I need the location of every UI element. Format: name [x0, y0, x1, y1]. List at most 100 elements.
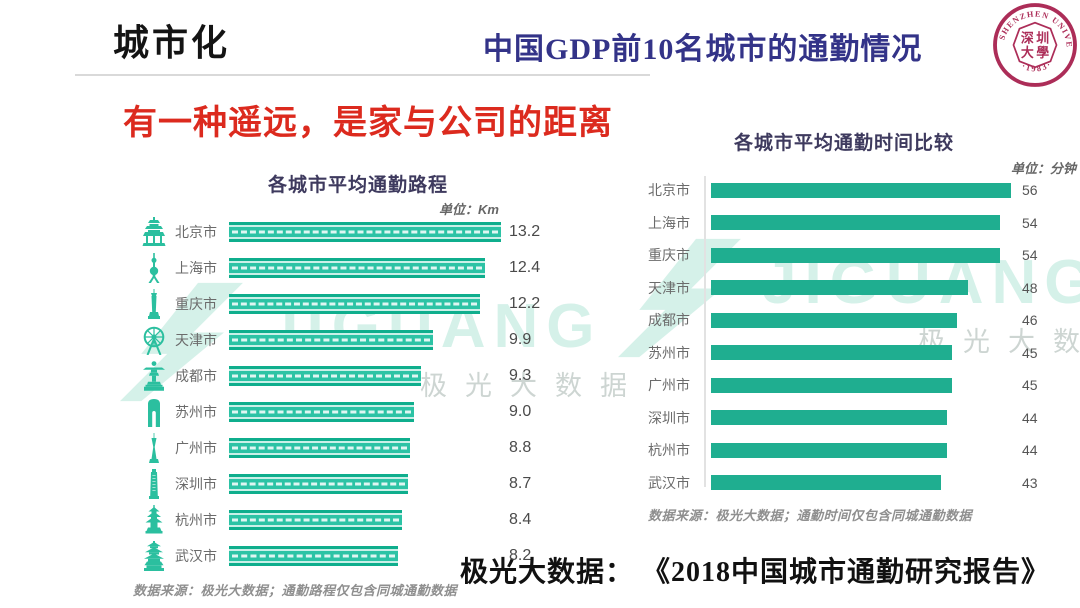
bar-track: [229, 366, 501, 386]
table-row: 重庆市 12.2: [133, 289, 583, 319]
report-caption: 极光大数据： 《2018中国城市通勤研究报告》: [459, 557, 1050, 588]
table-row: 成都市 9.3: [133, 361, 583, 391]
city-label: 重庆市: [175, 296, 217, 312]
distance-bar: [229, 546, 398, 566]
bar-value: 46: [1022, 312, 1038, 328]
beijing-temple-of-heaven-icon: [133, 217, 175, 247]
chart-rows: 北京市 13.2 上海市 12.4 重庆市 12.2 天津市 9.9: [133, 217, 583, 571]
city-label: 北京市: [648, 182, 690, 198]
city-label: 武汉市: [648, 474, 690, 491]
headline: 有一种遥远，是家与公司的距离: [123, 104, 613, 142]
city-label: 上海市: [175, 260, 217, 276]
city-label: 深圳市: [175, 476, 217, 492]
city-label: 苏州市: [175, 404, 217, 420]
bar-track: [229, 258, 501, 278]
city-label: 杭州市: [175, 512, 217, 528]
bar-track: [711, 280, 1011, 295]
table-row: 苏州市 9.0: [133, 397, 583, 427]
bar-value: 45: [1022, 344, 1038, 361]
bar-value: 9.0: [509, 403, 532, 420]
time-bar: [711, 475, 942, 490]
wuhan-yellow-crane-tower-icon: [133, 541, 175, 571]
hangzhou-leifeng-pagoda-icon: [133, 505, 175, 535]
city-label: 杭州市: [648, 442, 690, 458]
bar-track: [229, 546, 501, 566]
time-bar: [711, 345, 953, 360]
distance-bar: [229, 330, 433, 350]
bar-track: [229, 294, 501, 314]
bar-value: 9.3: [509, 367, 532, 384]
table-row: 杭州市 44: [648, 440, 1080, 460]
bar-track: [711, 377, 1011, 393]
bar-track: [711, 312, 1011, 328]
table-row: 天津市 48: [648, 278, 1080, 298]
bar-value: 45: [1022, 377, 1038, 393]
table-row: 天津市 9.9: [133, 326, 583, 355]
svg-text:深: 深: [1021, 30, 1034, 45]
chart-title: 各城市平均通勤路程: [267, 175, 448, 196]
time-bar: [711, 182, 1011, 198]
bar-value: 43: [1022, 474, 1038, 491]
table-row: 武汉市 43: [648, 473, 1080, 493]
city-label: 天津市: [648, 279, 690, 296]
shanghai-oriental-pearl-icon: [133, 253, 175, 283]
bar-value: 12.4: [509, 259, 541, 276]
table-row: 重庆市 54: [648, 245, 1080, 265]
distance-bar: [229, 294, 481, 314]
city-label: 成都市: [648, 312, 690, 328]
bar-value: 44: [1022, 409, 1038, 426]
distance-bar: [229, 438, 411, 458]
guangzhou-canton-tower-icon: [133, 433, 175, 463]
svg-text:大: 大: [1021, 45, 1034, 60]
bar-track: [711, 215, 1011, 230]
bar-track: [711, 345, 1011, 360]
shenzhen-skyscraper-icon: [133, 469, 175, 499]
bar-value: 8.4: [509, 511, 532, 528]
table-row: 成都市 46: [648, 310, 1080, 330]
table-row: 广州市 45: [648, 375, 1080, 395]
chongqing-tower-icon: [133, 289, 175, 319]
bar-track: [229, 402, 501, 422]
bar-value: 9.9: [509, 331, 532, 348]
chart-rows: 北京市 56 上海市 54 重庆市 54 天津市 48 成都市: [648, 176, 1080, 493]
distance-bar: [229, 510, 403, 530]
table-row: 广州市 8.8: [133, 433, 583, 463]
bar-track: [229, 474, 501, 494]
bar-track: [711, 182, 1011, 198]
time-bar: [711, 247, 1001, 263]
table-row: 苏州市 45: [648, 343, 1080, 363]
commute-distance-chart: 各城市平均通勤路程 单位：Km 北京市 13.2 上海市 12.4 重庆市 12…: [133, 170, 583, 599]
suzhou-gate-of-orient-icon: [133, 397, 175, 427]
bar-value: 44: [1022, 442, 1038, 458]
city-label: 武汉市: [175, 548, 217, 564]
time-bar: [711, 410, 947, 425]
city-label: 成都市: [175, 368, 217, 384]
chart-title: 各城市平均通勤时间比较: [733, 133, 954, 154]
bar-value: 8.2: [509, 547, 532, 564]
distance-bar: [229, 258, 485, 278]
bar-value: 54: [1022, 214, 1038, 231]
time-bar: [711, 215, 1001, 230]
city-label: 广州市: [175, 440, 217, 456]
bar-track: [229, 222, 501, 242]
shenzhen-university-logo-icon: SHENZHEN UNIVERSITY ·1983· 深 圳 大 學: [988, 0, 1078, 88]
source-note: 数据来源：极光大数据；通勤路程仅包含同城通勤数据: [133, 583, 458, 598]
distance-bar: [229, 366, 421, 386]
table-row: 北京市 56: [648, 180, 1080, 200]
time-bar: [711, 442, 947, 458]
unit-label: 单位：Km: [439, 202, 499, 217]
city-label: 深圳市: [648, 409, 690, 426]
time-bar: [711, 312, 958, 328]
table-row: 北京市 13.2: [133, 217, 583, 247]
section-title: 城市化: [113, 23, 231, 63]
bar-value: 54: [1022, 247, 1038, 263]
table-row: 上海市 12.4: [133, 253, 583, 283]
source-note: 数据来源：极光大数据；通勤时间仅包含同城通勤数据: [648, 508, 973, 523]
distance-bar: [229, 402, 415, 422]
bar-value: 48: [1022, 279, 1038, 296]
city-label: 广州市: [648, 377, 690, 393]
commute-time-chart: 各城市平均通勤时间比较 单位：分钟 北京市 56 上海市 54 重庆市 54 天…: [648, 128, 1080, 524]
svg-text:圳: 圳: [1036, 30, 1049, 45]
bar-track: [711, 475, 1011, 490]
